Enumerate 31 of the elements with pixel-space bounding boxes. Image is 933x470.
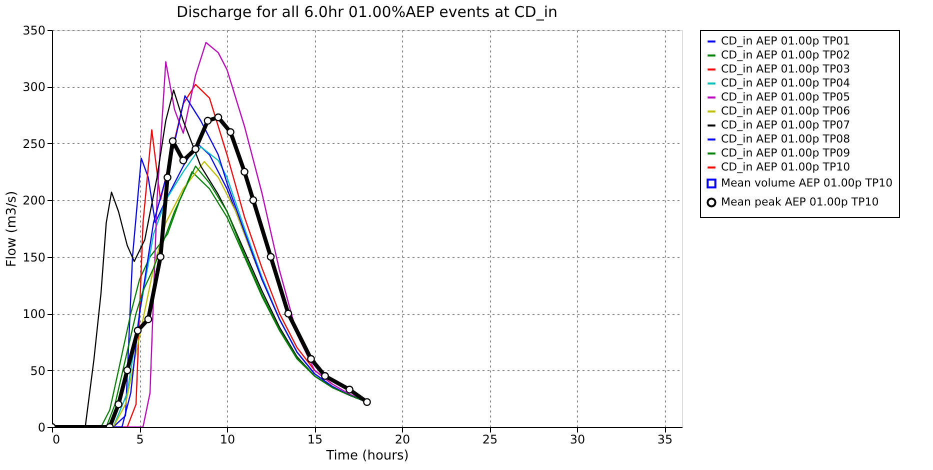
legend-label: Mean peak AEP 01.00p TP10	[721, 196, 879, 208]
legend-label: CD_in AEP 01.00p TP05	[721, 90, 850, 104]
legend-label: CD_in AEP 01.00p TP03	[721, 62, 850, 76]
y-tick-label: 150	[22, 250, 46, 264]
y-tick-label: 0	[38, 420, 46, 434]
y-axis-title: Flow (m3/s)	[4, 190, 20, 268]
x-tick-label: 5	[136, 432, 144, 446]
chart-title: Discharge for all 6.0hr 01.00%AEP events at CD_in	[176, 3, 558, 21]
x-tick-label: 35	[657, 432, 673, 446]
x-tick-label: 0	[52, 432, 60, 446]
x-tick-label: 15	[307, 432, 323, 446]
x-tick-label: 25	[482, 432, 498, 446]
legend-label: CD_in AEP 01.00p TP06	[721, 104, 850, 118]
y-tick-label: 300	[22, 80, 46, 94]
y-tick-label: 100	[22, 307, 46, 322]
y-tick-label: 350	[22, 24, 46, 38]
legend-label: CD_in AEP 01.00p TP01	[721, 34, 850, 48]
x-tick-label: 20	[394, 432, 410, 446]
x-tick-label: 30	[570, 432, 586, 446]
legend-label: CD_in AEP 01.00p TP04	[721, 76, 850, 90]
y-tick-label: 50	[30, 364, 46, 378]
legend-label: Mean volume AEP 01.00p TP10	[721, 176, 893, 190]
legend-label: CD_in AEP 01.00p TP10	[721, 160, 850, 174]
legend-label: CD_in AEP 01.00p TP08	[721, 132, 850, 146]
y-tick-label: 250	[22, 136, 46, 151]
x-tick-label: 10	[220, 432, 236, 446]
y-tick-label: 200	[22, 194, 46, 208]
legend-label: CD_in AEP 01.00p TP09	[721, 146, 850, 160]
x-axis-title: Time (hours)	[325, 448, 409, 464]
legend-label: CD_in AEP 01.00p TP07	[721, 118, 850, 132]
legend-label: CD_in AEP 01.00p TP02	[721, 48, 850, 62]
